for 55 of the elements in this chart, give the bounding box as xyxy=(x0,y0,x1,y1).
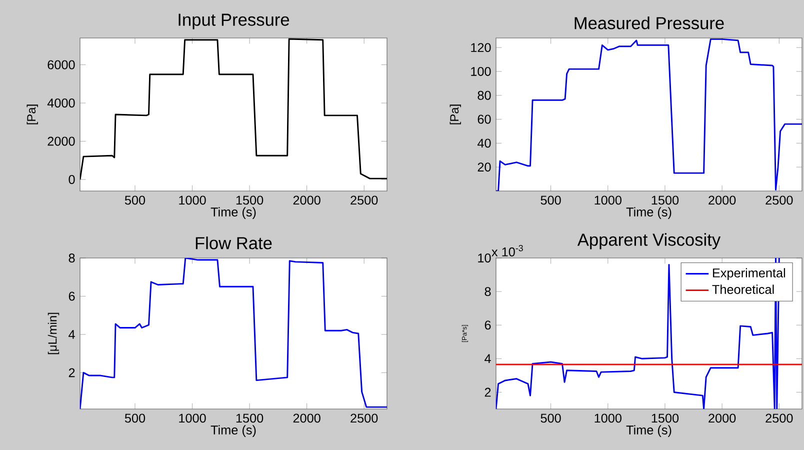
y-tick-label: 2 xyxy=(68,368,75,378)
x-tick-label: 1500 xyxy=(652,196,679,205)
x-tick-label: 1500 xyxy=(236,196,264,205)
y-tick-label: 6 xyxy=(484,320,491,330)
y-tick-label: 8 xyxy=(68,254,75,262)
x-tick-label: 1000 xyxy=(594,196,622,205)
line-series xyxy=(80,258,387,409)
y-tick-label: 6 xyxy=(68,292,75,301)
y-tick-label: 10 xyxy=(478,254,491,262)
x-tick-label: 1000 xyxy=(594,414,622,423)
x-axis-title: Time (s) xyxy=(210,207,256,219)
y-tick-label: 100 xyxy=(471,66,491,76)
x-tick-label: 2500 xyxy=(766,414,793,423)
chart-title: Flow Rate xyxy=(196,236,272,250)
chart-title: Measured Pressure xyxy=(574,16,724,30)
x-tick-label: 1500 xyxy=(652,414,679,423)
x-tick-label: 2000 xyxy=(708,414,736,423)
text: x 10$^{-3}$ xyxy=(492,244,523,256)
x-tick-label: 1500 xyxy=(236,414,264,423)
x-tick-label: 2000 xyxy=(293,196,320,205)
y-tick-label: 0 xyxy=(68,175,75,184)
x-axis-title: Time (s) xyxy=(626,425,672,437)
legend-label: Theoretical xyxy=(712,284,774,294)
x-axis-title: Time (s) xyxy=(210,425,256,437)
x-tick-label: 500 xyxy=(124,414,146,423)
x-tick-label: 500 xyxy=(540,414,561,423)
legend-label: Experimental xyxy=(713,268,786,280)
y-axis-title: [Pa] xyxy=(450,104,461,124)
y-tick-label: 60 xyxy=(478,114,491,124)
x-tick-label: 500 xyxy=(540,196,561,205)
y-tick-label: 8 xyxy=(484,287,491,296)
y-tick-label: 2 xyxy=(484,388,491,397)
line-series xyxy=(80,38,387,180)
y-tick-label: 20 xyxy=(478,162,491,172)
x-tick-label: 500 xyxy=(124,196,146,205)
y-tick-label: 40 xyxy=(477,138,491,148)
y-tick-label: 80 xyxy=(478,90,491,100)
y-axis-title: [Pa] xyxy=(26,104,38,124)
chart-title: Input Pressure xyxy=(178,14,290,30)
y-tick-label: 4000 xyxy=(47,98,75,108)
x-tick-label: 2500 xyxy=(350,196,378,205)
y-tick-label: 4 xyxy=(68,330,75,339)
x-tick-label: 2000 xyxy=(708,196,736,205)
x-tick-label: 2500 xyxy=(766,196,793,205)
x-tick-label: 2500 xyxy=(350,414,378,423)
y-tick-label: 120 xyxy=(471,43,491,52)
x-tick-label: 1000 xyxy=(179,414,206,423)
x-tick-label: 1000 xyxy=(179,196,206,205)
x-axis-title: Time (s) xyxy=(626,207,672,219)
y-tick-label: 4 xyxy=(484,354,491,364)
x-tick-label: 2000 xyxy=(293,414,320,423)
chart-title: Apparent Viscosity xyxy=(577,233,721,250)
y-tick-label: 2000 xyxy=(48,136,75,146)
y-tick-label: 6000 xyxy=(48,60,75,70)
y-axis-title: [μL/min] xyxy=(48,312,60,354)
